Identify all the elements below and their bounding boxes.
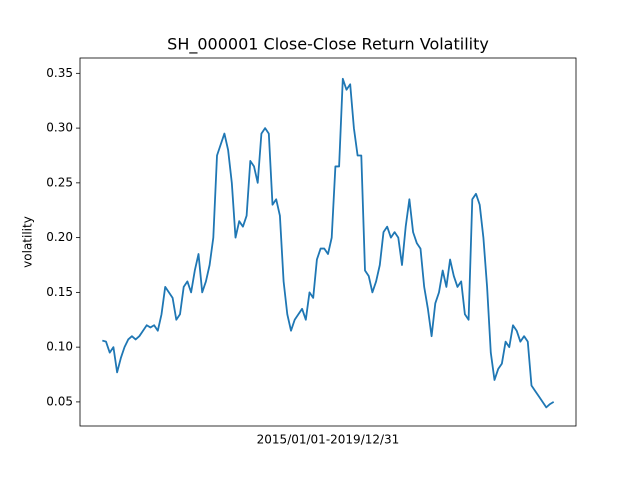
chart-title: SH_000001 Close-Close Return Volatility <box>167 35 489 55</box>
y-tick-label: 0.30 <box>46 121 73 135</box>
y-tick-label: 0.35 <box>46 66 73 80</box>
y-axis-label: volatility <box>21 216 35 268</box>
x-axis-label: 2015/01/01-2019/12/31 <box>257 433 400 447</box>
y-tick-label: 0.05 <box>46 394 73 408</box>
y-tick-label: 0.15 <box>46 285 73 299</box>
y-tick-label: 0.20 <box>46 230 73 244</box>
y-tick-label: 0.10 <box>46 340 73 354</box>
data-line <box>102 77 555 409</box>
plot-frame <box>79 57 577 427</box>
y-tick-label: 0.25 <box>46 175 73 189</box>
